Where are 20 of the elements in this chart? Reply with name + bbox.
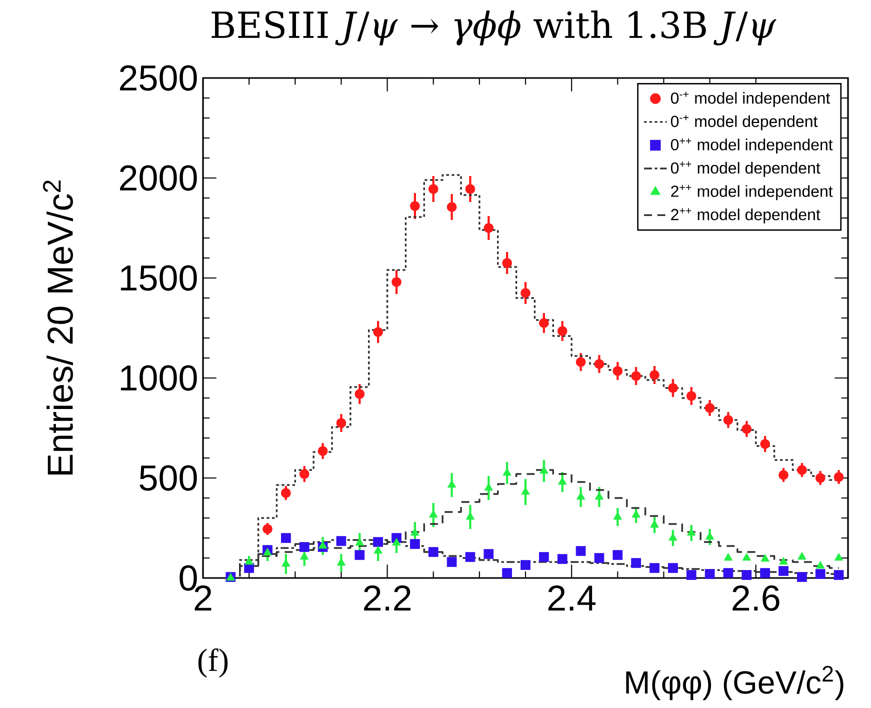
legend-label: 0$^{-+}$ model dependent <box>670 114 818 130</box>
x-tick-label: 2 <box>194 585 212 611</box>
y-tick-label: 1500 <box>120 265 197 291</box>
y-tick-label: 1000 <box>120 365 197 391</box>
y-tick-label: 2500 <box>120 65 197 91</box>
legend-label: 2$^{++}$ model independent <box>671 184 833 200</box>
y-axis-title: Entries/ 20 MeV/c$^{2}$ <box>43 180 73 474</box>
y-tick-label: 0 <box>180 565 197 591</box>
x-tick-label: 2.6 <box>732 585 780 611</box>
legend-label: 0$^{-+}$ model independent <box>670 92 830 107</box>
text: (f) <box>198 648 228 678</box>
legend-label: 0$^{++}$ model dependent <box>670 162 820 177</box>
x-tick-label: 2.2 <box>364 585 411 611</box>
chart-title: BESIII J/ψ → γϕϕ with 1.3B J/ψ <box>212 10 776 46</box>
legend-label: 0$^{++}$ model independent <box>670 138 833 154</box>
x-axis-title: M(φφ) (GeV/c$^{2}$) <box>626 666 844 700</box>
y-tick-label: 500 <box>140 465 197 491</box>
legend-label: 2$^{++}$ model dependent <box>671 208 820 224</box>
x-tick-label: 2.4 <box>548 585 596 611</box>
y-tick-label: 2000 <box>120 165 197 191</box>
